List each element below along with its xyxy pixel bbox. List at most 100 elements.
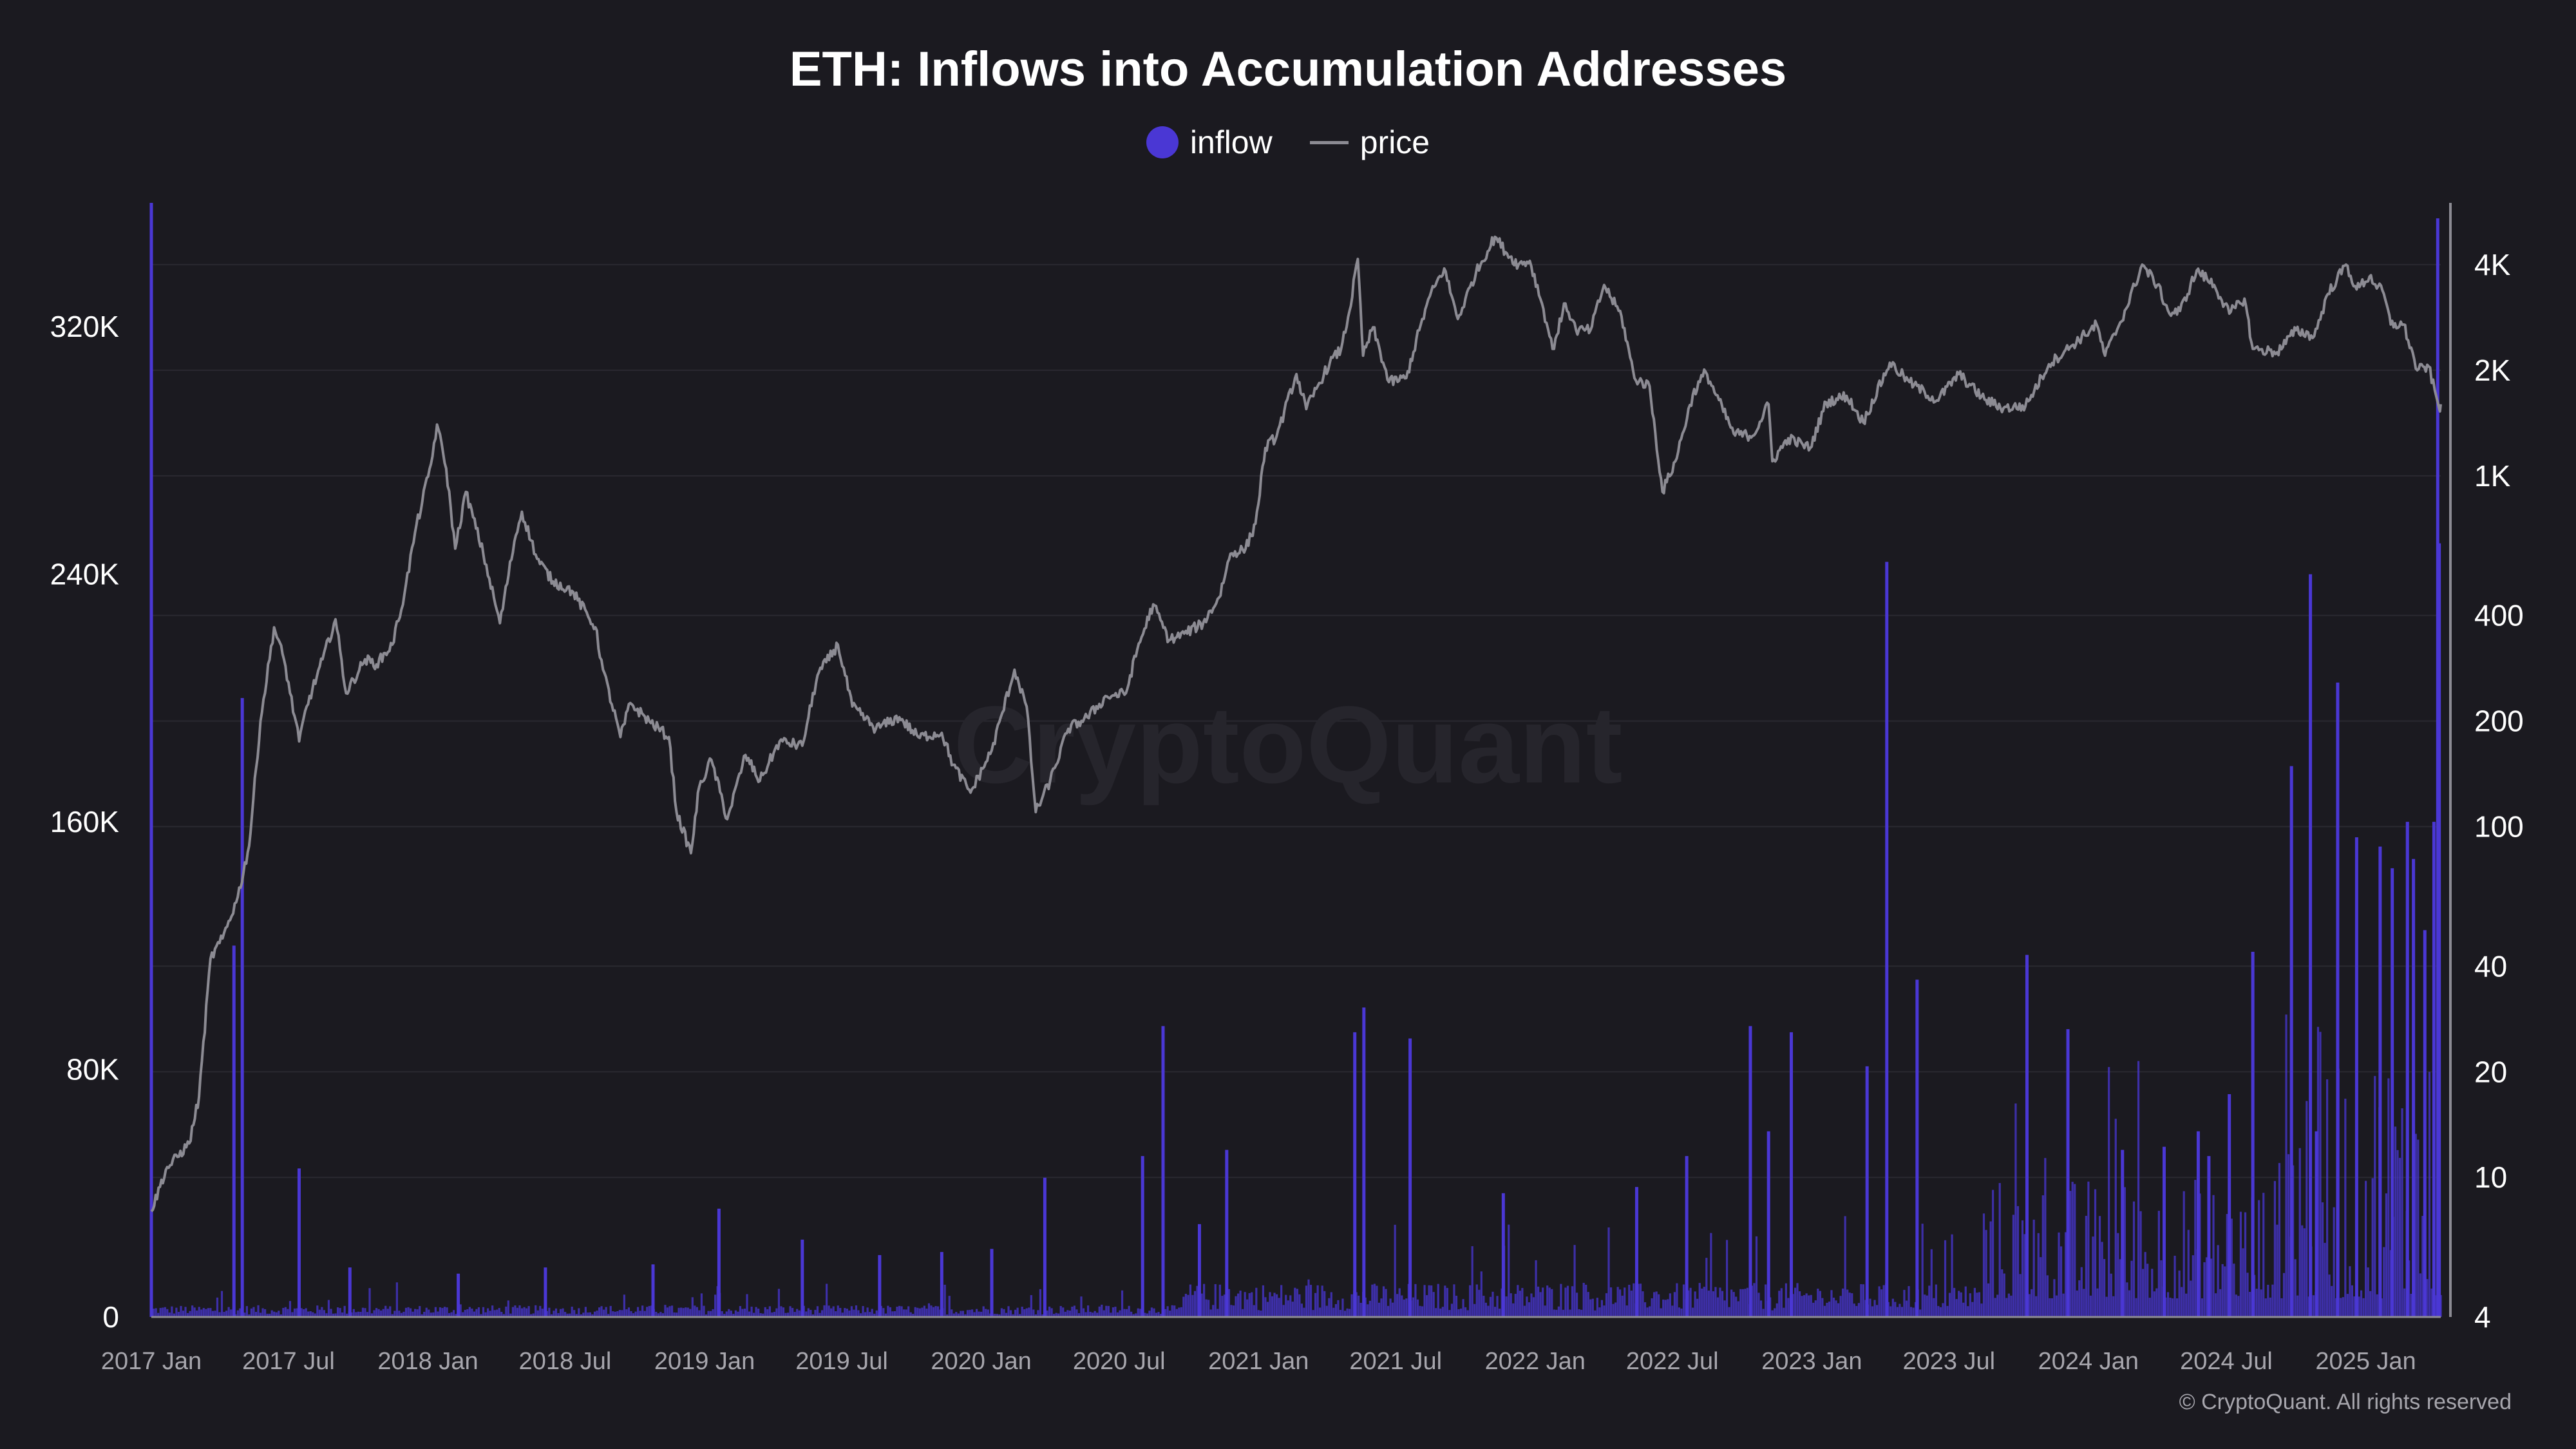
inflow-bar [1378, 1302, 1381, 1317]
inflow-bar [1037, 1310, 1039, 1317]
inflow-bar [982, 1306, 985, 1317]
inflow-bar [2074, 1184, 2076, 1317]
inflow-bar [1153, 1308, 1155, 1317]
inflow-bar [2328, 1274, 2331, 1317]
inflow-bar [875, 1310, 878, 1317]
inflow-bar [1389, 1298, 1392, 1317]
inflow-bar [1680, 1308, 1683, 1317]
inflow-bar [1251, 1292, 1253, 1317]
inflow-bar [2285, 1014, 2287, 1317]
inflow-bar [171, 1306, 173, 1317]
inflow-bar [1264, 1297, 1267, 1317]
inflow-bar [1450, 1303, 1454, 1317]
inflow-bar [698, 1310, 701, 1317]
inflow-bar [489, 1311, 491, 1317]
inflow-bar [1908, 1286, 1910, 1317]
inflow-bar [459, 1304, 462, 1317]
inflow-bar [525, 1308, 528, 1317]
inflow-bar [439, 1307, 442, 1317]
axes [151, 203, 2452, 1318]
inflow-bar [2237, 1296, 2240, 1317]
inflow-bar [823, 1305, 826, 1317]
legend-inflow-dot-icon [1146, 126, 1179, 158]
inflow-bar [912, 1314, 914, 1317]
inflow-bar [1325, 1305, 1328, 1317]
inflow-bar [278, 1311, 280, 1317]
inflow-spike-bar [2207, 1156, 2211, 1317]
inflow-bar [1462, 1299, 1464, 1317]
inflow-bar [466, 1309, 469, 1317]
inflow-bar [2421, 1215, 2424, 1317]
inflow-bar [1678, 1307, 1681, 1317]
inflow-bar [1121, 1290, 1124, 1317]
inflow-bar [164, 1307, 166, 1317]
inflow-bar [2430, 1288, 2433, 1317]
inflow-bar [612, 1311, 614, 1317]
inflow-bar [866, 1307, 869, 1317]
legend-item-price[interactable]: price [1309, 124, 1430, 161]
inflow-bar [2166, 1292, 2170, 1317]
inflow-bar [946, 1314, 949, 1317]
inflow-spike-bar [2412, 858, 2416, 1317]
inflow-bar [1021, 1307, 1023, 1317]
inflow-bar [211, 1311, 214, 1317]
inflow-bar [2012, 1215, 2015, 1317]
inflow-bar [428, 1309, 430, 1317]
inflow-bar [916, 1307, 919, 1317]
inflow-bar [1105, 1305, 1108, 1317]
inflow-bar [1651, 1298, 1653, 1317]
inflow-bar [730, 1311, 732, 1317]
inflow-bar [805, 1311, 808, 1317]
inflow-bar [2271, 1284, 2274, 1317]
inflow-spike-bar [651, 1264, 655, 1317]
inflow-bar [1200, 1293, 1203, 1317]
inflow-bar [871, 1309, 873, 1317]
inflow-bar [346, 1313, 348, 1317]
inflow-bar [1912, 1307, 1915, 1317]
inflow-bar [1919, 1309, 1922, 1317]
inflow-bar [2267, 1284, 2269, 1317]
inflow-bar [1967, 1306, 1969, 1317]
inflow-bar [1089, 1311, 1092, 1317]
inflow-bar [1962, 1302, 1965, 1317]
inflow-bar [1123, 1309, 1126, 1317]
inflow-bar [994, 1314, 996, 1317]
inflow-bar [1246, 1299, 1249, 1317]
inflow-bar [2032, 1219, 2035, 1317]
inflow-bar [771, 1312, 773, 1317]
inflow-bar [1796, 1283, 1799, 1317]
inflow-bar [1248, 1293, 1251, 1317]
inflow-bar [1948, 1293, 1951, 1317]
inflow-bar [2175, 1298, 2179, 1317]
inflow-bar [1244, 1292, 1246, 1317]
inflow-bar [2016, 1206, 2020, 1317]
inflow-bar [393, 1311, 396, 1317]
inflow-bar [903, 1309, 905, 1317]
inflow-bar [918, 1308, 921, 1317]
inflow-bar [2092, 1236, 2094, 1317]
inflow-bar [1075, 1309, 1078, 1317]
legend-item-inflow[interactable]: inflow [1146, 124, 1273, 161]
inflow-bar [330, 1309, 332, 1317]
inflow-bar [1960, 1292, 1962, 1317]
inflow-bar [2324, 1242, 2326, 1317]
inflow-bar [227, 1307, 230, 1317]
inflow-bar [1032, 1309, 1035, 1317]
inflow-bar [623, 1294, 625, 1317]
inflow-bar [591, 1314, 594, 1317]
inflow-bar [400, 1312, 403, 1317]
inflow-bar [182, 1311, 185, 1317]
inflow-bar [741, 1309, 744, 1317]
inflow-bar [1430, 1285, 1433, 1317]
inflow-bar [523, 1307, 526, 1317]
inflow-bar [2367, 1267, 2369, 1317]
inflow-bar [557, 1312, 560, 1317]
inflow-bar [1662, 1299, 1665, 1317]
inflow-bar [1828, 1302, 1831, 1317]
inflow-bar [2071, 1182, 2074, 1317]
price-line [150, 235, 2442, 1213]
inflow-bar [1785, 1283, 1787, 1317]
inflow-bar [655, 1311, 658, 1317]
inflow-bar [1114, 1307, 1117, 1317]
inflow-bar [1698, 1283, 1701, 1317]
